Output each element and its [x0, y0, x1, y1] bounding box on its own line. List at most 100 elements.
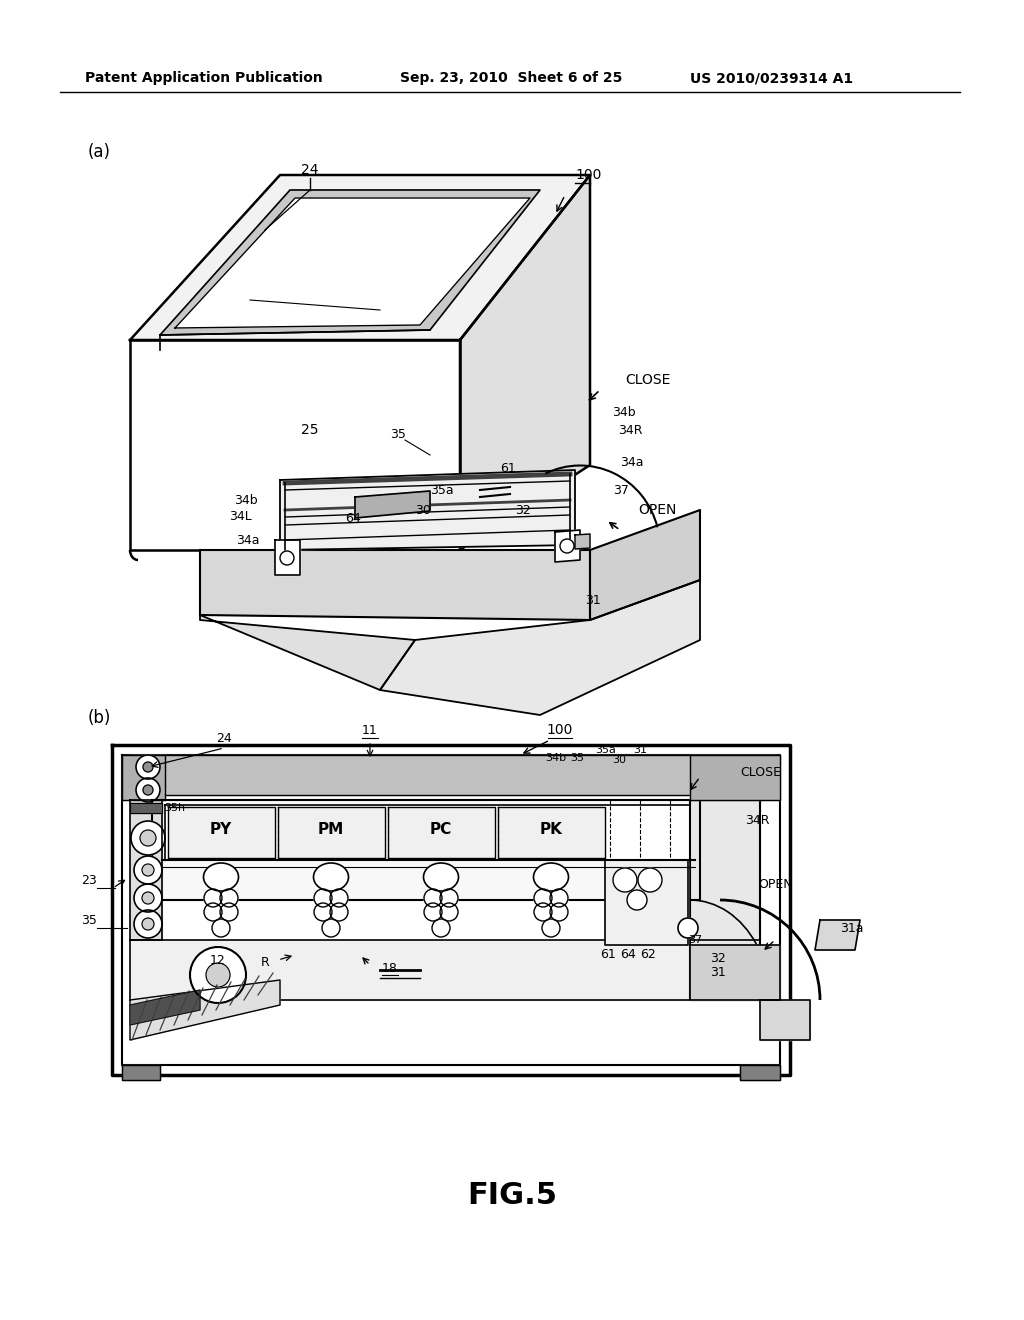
Text: 12: 12	[210, 953, 226, 966]
Circle shape	[140, 830, 156, 846]
Text: 100: 100	[575, 168, 601, 182]
Polygon shape	[152, 800, 700, 900]
Circle shape	[134, 884, 162, 912]
Circle shape	[424, 888, 442, 907]
Polygon shape	[275, 540, 300, 576]
Circle shape	[440, 888, 458, 907]
Circle shape	[131, 821, 165, 855]
Text: FIG.5: FIG.5	[467, 1180, 557, 1209]
Text: 23: 23	[81, 874, 97, 887]
Circle shape	[613, 869, 637, 892]
Circle shape	[212, 919, 230, 937]
Polygon shape	[278, 807, 385, 858]
Text: 24: 24	[216, 731, 231, 744]
Polygon shape	[165, 805, 690, 861]
Circle shape	[440, 903, 458, 921]
Text: (a): (a)	[88, 143, 111, 161]
Circle shape	[424, 903, 442, 921]
Circle shape	[142, 892, 154, 904]
Circle shape	[534, 903, 552, 921]
Text: 34a: 34a	[620, 455, 643, 469]
Polygon shape	[815, 920, 860, 950]
Circle shape	[143, 785, 153, 795]
Polygon shape	[380, 579, 700, 715]
Polygon shape	[122, 755, 780, 1065]
Ellipse shape	[534, 863, 568, 891]
Polygon shape	[388, 807, 495, 858]
Text: US 2010/0239314 A1: US 2010/0239314 A1	[690, 71, 853, 84]
Polygon shape	[175, 198, 530, 327]
Polygon shape	[130, 979, 280, 1040]
Text: 31: 31	[585, 594, 601, 606]
Text: PM: PM	[317, 822, 344, 837]
Text: 31: 31	[633, 744, 647, 755]
Circle shape	[534, 888, 552, 907]
Polygon shape	[168, 807, 275, 858]
Text: 34L: 34L	[229, 511, 252, 524]
Polygon shape	[130, 176, 590, 341]
Polygon shape	[690, 945, 780, 1001]
Polygon shape	[130, 800, 162, 940]
Circle shape	[206, 964, 230, 987]
Circle shape	[220, 903, 238, 921]
Text: 64: 64	[345, 511, 360, 524]
Ellipse shape	[313, 863, 348, 891]
Circle shape	[678, 917, 698, 939]
Text: 35: 35	[570, 752, 584, 763]
Text: PC: PC	[430, 822, 453, 837]
Text: 31a: 31a	[840, 921, 863, 935]
Circle shape	[143, 762, 153, 772]
Circle shape	[542, 919, 560, 937]
Text: Patent Application Publication: Patent Application Publication	[85, 71, 323, 84]
Polygon shape	[590, 510, 700, 620]
Text: 34b: 34b	[234, 494, 258, 507]
Polygon shape	[122, 755, 165, 800]
Text: 61: 61	[500, 462, 516, 474]
Text: 35: 35	[390, 429, 406, 441]
Text: 35: 35	[81, 913, 97, 927]
Polygon shape	[160, 190, 540, 335]
Polygon shape	[130, 803, 162, 813]
Text: 100: 100	[547, 723, 573, 737]
Circle shape	[314, 903, 332, 921]
Text: PK: PK	[540, 822, 562, 837]
Circle shape	[560, 539, 574, 553]
Circle shape	[136, 777, 160, 803]
Polygon shape	[760, 1001, 810, 1040]
Circle shape	[220, 888, 238, 907]
Text: 24: 24	[301, 162, 318, 177]
Text: 34b: 34b	[612, 405, 636, 418]
Circle shape	[136, 755, 160, 779]
Text: OPEN: OPEN	[758, 879, 793, 891]
Ellipse shape	[424, 863, 459, 891]
Text: 32: 32	[710, 952, 726, 965]
Text: PY: PY	[210, 822, 232, 837]
Polygon shape	[575, 535, 590, 549]
Text: 64: 64	[621, 949, 636, 961]
Polygon shape	[690, 800, 760, 1001]
Text: 25: 25	[301, 422, 318, 437]
Circle shape	[204, 888, 222, 907]
Text: 31: 31	[710, 965, 726, 978]
Circle shape	[280, 550, 294, 565]
Polygon shape	[200, 615, 415, 690]
Circle shape	[330, 888, 348, 907]
Polygon shape	[460, 176, 590, 550]
Text: 35a: 35a	[430, 483, 454, 496]
Text: Sep. 23, 2010  Sheet 6 of 25: Sep. 23, 2010 Sheet 6 of 25	[400, 71, 623, 84]
Circle shape	[322, 919, 340, 937]
Circle shape	[142, 917, 154, 931]
Polygon shape	[130, 940, 760, 1001]
Polygon shape	[112, 744, 790, 1074]
Text: 62: 62	[640, 949, 656, 961]
Polygon shape	[280, 470, 575, 550]
Text: OPEN: OPEN	[638, 503, 677, 517]
Text: 30: 30	[612, 755, 626, 766]
Polygon shape	[605, 861, 688, 945]
Polygon shape	[498, 807, 605, 858]
Text: 35a: 35a	[595, 744, 615, 755]
Text: 34a: 34a	[237, 533, 260, 546]
Circle shape	[190, 946, 246, 1003]
Circle shape	[432, 919, 450, 937]
Circle shape	[330, 903, 348, 921]
